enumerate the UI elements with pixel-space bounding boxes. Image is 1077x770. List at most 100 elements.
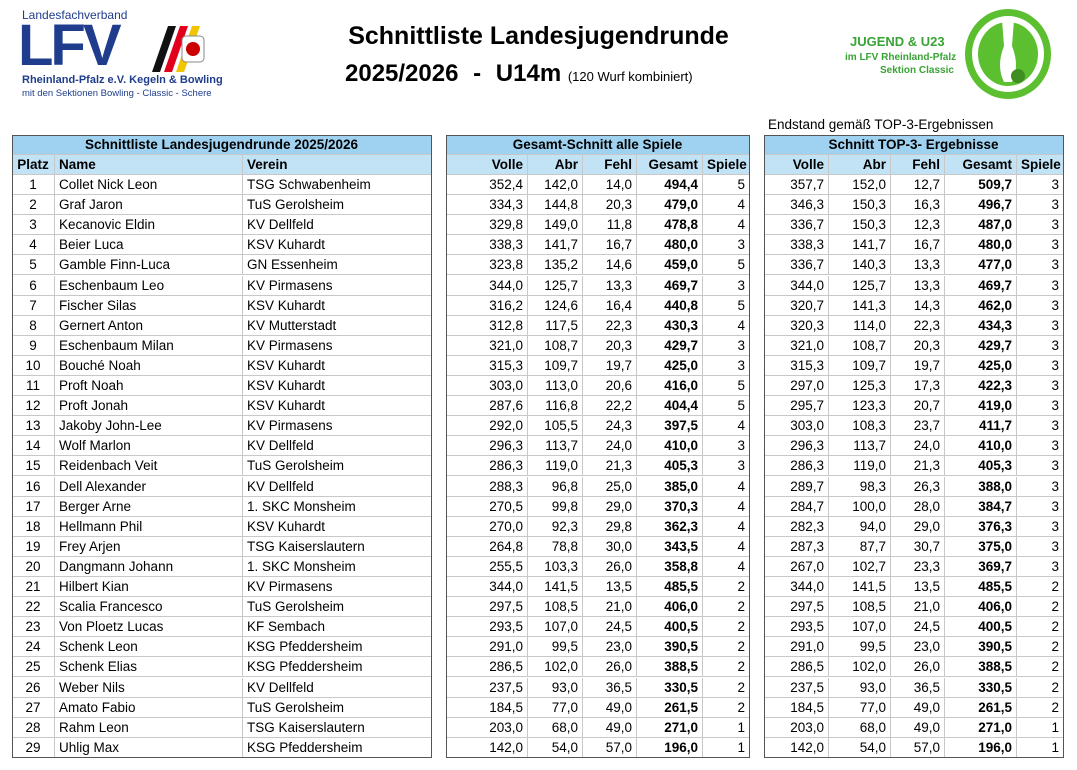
table-cell: 320,7 xyxy=(764,295,829,316)
table-cell: 3 xyxy=(1017,516,1064,537)
table-cell: 99,5 xyxy=(528,637,583,658)
table-cell: 3 xyxy=(1017,215,1064,236)
table-cell: 77,0 xyxy=(528,697,583,718)
table-cell: 108,5 xyxy=(528,597,583,618)
table-cell: 98,3 xyxy=(829,476,891,497)
table-cell: 2 xyxy=(1017,677,1064,698)
column-header: Abr xyxy=(528,155,583,175)
table-cell: 102,7 xyxy=(829,556,891,577)
table-cell: 3 xyxy=(703,436,750,457)
table-cell: 16 xyxy=(12,476,55,497)
table-cell: 140,3 xyxy=(829,255,891,276)
table-cell: 149,0 xyxy=(528,215,583,236)
table-cell: 297,0 xyxy=(764,376,829,397)
table-cell: 3 xyxy=(1017,295,1064,316)
table-cell: 1 xyxy=(12,175,55,196)
table-cell: 3 xyxy=(1017,396,1064,417)
table-cell: 1 xyxy=(703,737,750,758)
table-cell: 410,0 xyxy=(637,436,703,457)
table-cell: 296,3 xyxy=(446,436,528,457)
table-cell: 57,0 xyxy=(583,737,637,758)
table-cell: 343,5 xyxy=(637,536,703,557)
column-header: Volle xyxy=(446,155,528,175)
table-cell: 397,5 xyxy=(637,416,703,437)
table-cell: 20 xyxy=(12,556,55,577)
table-cell: 297,5 xyxy=(446,597,528,618)
table-cell: Schenk Elias xyxy=(55,657,243,678)
table-cell: Scalia Francesco xyxy=(55,597,243,618)
table-cell: 21,0 xyxy=(583,597,637,618)
table-cell: 4 xyxy=(12,235,55,256)
table-cell: 286,3 xyxy=(764,456,829,477)
table-cell: Gernert Anton xyxy=(55,315,243,336)
table-cell: 388,5 xyxy=(945,657,1017,678)
table-cell: KSV Kuhardt xyxy=(243,355,432,376)
table-cell: 119,0 xyxy=(829,456,891,477)
table-cell: 5 xyxy=(703,255,750,276)
table-cell: Dell Alexander xyxy=(55,476,243,497)
table-cell: 3 xyxy=(1017,275,1064,296)
table-cell: 3 xyxy=(1017,376,1064,397)
table-cell: 93,0 xyxy=(829,677,891,698)
table-cell: 6 xyxy=(12,275,55,296)
table-cell: KV Mutterstadt xyxy=(243,315,432,336)
table-cell: 9 xyxy=(12,335,55,356)
org: Rheinland-Pfalz e.V. Kegeln & Bowling xyxy=(22,74,223,86)
table-cell: 264,8 xyxy=(446,536,528,557)
table-cell: 16,3 xyxy=(891,195,945,216)
table-cell: Amato Fabio xyxy=(55,697,243,718)
table-cell: KSV Kuhardt xyxy=(243,235,432,256)
table-cell: 344,0 xyxy=(764,577,829,598)
table-cell: Schenk Leon xyxy=(55,637,243,658)
table-cell: 390,5 xyxy=(945,637,1017,658)
table-cell: Eschenbaum Leo xyxy=(55,275,243,296)
table-cell: 123,3 xyxy=(829,396,891,417)
table-cell: 19 xyxy=(12,536,55,557)
table-cell: 286,5 xyxy=(446,657,528,678)
right-logo-line1: im LFV Rheinland-Pfalz xyxy=(845,52,957,63)
table-cell: 390,5 xyxy=(637,637,703,658)
table-cell: 2 xyxy=(703,577,750,598)
table-cell: 3 xyxy=(1017,456,1064,477)
table-cell: 21,0 xyxy=(891,597,945,618)
table-cell: 24,3 xyxy=(583,416,637,437)
table-cell: 108,7 xyxy=(528,335,583,356)
table-cell: 469,7 xyxy=(945,275,1017,296)
table-cell: 68,0 xyxy=(528,717,583,738)
table-cell: 116,8 xyxy=(528,396,583,417)
table-cell: 141,3 xyxy=(829,295,891,316)
table-cell: 87,7 xyxy=(829,536,891,557)
table-cell: 2 xyxy=(1017,617,1064,638)
table-cell: KV Pirmasens xyxy=(243,335,432,356)
column-header: Gesamt xyxy=(637,155,703,175)
table-cell: 3 xyxy=(12,215,55,236)
table-cell: 2 xyxy=(1017,657,1064,678)
table-cell: 315,3 xyxy=(446,355,528,376)
table-cell: 429,7 xyxy=(945,335,1017,356)
table-cell: 440,8 xyxy=(637,295,703,316)
table-cell: 1 xyxy=(1017,717,1064,738)
table-cell: KV Pirmasens xyxy=(243,275,432,296)
column-header: Spiele xyxy=(1017,155,1064,175)
table-cell: Proft Jonah xyxy=(55,396,243,417)
table-cell: 321,0 xyxy=(764,335,829,356)
table-cell: Hilbert Kian xyxy=(55,577,243,598)
table-cell: 26,0 xyxy=(891,657,945,678)
table-cell: 14,0 xyxy=(583,175,637,196)
table-cell: 425,0 xyxy=(637,355,703,376)
table-cell: 410,0 xyxy=(945,436,1017,457)
table-cell: 22,3 xyxy=(891,315,945,336)
table-cell: 406,0 xyxy=(637,597,703,618)
table-cell: 411,7 xyxy=(945,416,1017,437)
table-cell: 5 xyxy=(12,255,55,276)
table-cell: 388,5 xyxy=(637,657,703,678)
table-cell: 103,3 xyxy=(528,556,583,577)
table-cell: 16,4 xyxy=(583,295,637,316)
table-cell: 25,0 xyxy=(583,476,637,497)
column-header: Spiele xyxy=(703,155,750,175)
table-cell: 141,5 xyxy=(528,577,583,598)
right-logo-title: JUGEND & U23 xyxy=(850,34,945,49)
table-cell: 105,5 xyxy=(528,416,583,437)
table-cell: 11,8 xyxy=(583,215,637,236)
table-cell: 2 xyxy=(1017,637,1064,658)
